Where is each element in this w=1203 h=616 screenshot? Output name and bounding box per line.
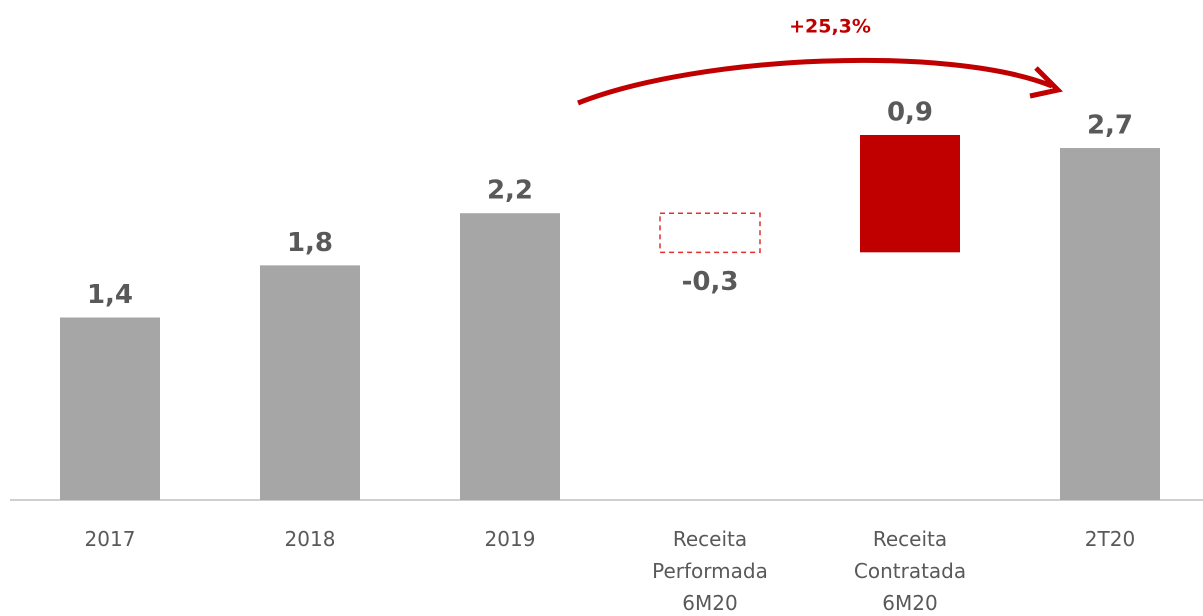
value-label: 0,9 [887, 98, 933, 128]
x-tick-label: 2017 [84, 527, 136, 551]
arrow-head [1029, 66, 1064, 99]
bar [659, 212, 761, 254]
bar [260, 265, 360, 500]
annotation: +25,3% [789, 16, 871, 38]
x-tick-label: 2019 [484, 527, 536, 551]
x-tick-label: Receita Contratada 6M20 [853, 527, 967, 615]
x-tick-label: 2T20 [1084, 527, 1136, 551]
growth-arrow [577, 57, 1053, 106]
bar [1060, 148, 1160, 501]
value-label: -0,3 [682, 267, 739, 297]
value-label: 2,2 [487, 176, 533, 206]
bar [460, 213, 560, 500]
value-label: 2,7 [1087, 111, 1133, 141]
value-label: 1,4 [87, 280, 133, 310]
bar [860, 135, 960, 253]
bar [60, 317, 160, 500]
x-tick-label: 2018 [284, 527, 336, 551]
x-tick-label: Receita Performada 6M20 [652, 527, 768, 615]
value-label: 1,8 [287, 228, 333, 258]
